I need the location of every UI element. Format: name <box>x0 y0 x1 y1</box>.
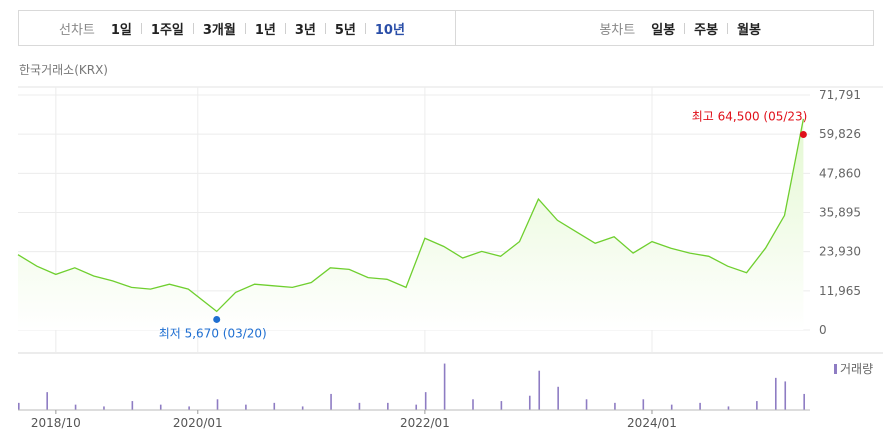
volume-bar <box>727 406 730 410</box>
volume-bar <box>387 402 389 410</box>
volume-bar <box>74 404 77 410</box>
tab-separator <box>324 22 326 34</box>
high-marker <box>799 131 807 138</box>
tab-separator <box>364 22 366 34</box>
y-tick-label: 59,826 <box>819 127 861 141</box>
volume-bar <box>103 406 105 410</box>
volume-bar <box>301 406 304 410</box>
y-tick-label: 35,895 <box>819 206 861 220</box>
volume-bar <box>528 395 531 410</box>
line-chart-tab-group: 선차트 1일 1주일 3개월 1년 3년 5년 10년 <box>59 11 407 45</box>
volume-bar <box>472 399 474 410</box>
volume-legend-label: 거래량 <box>840 362 873 376</box>
volume-bar <box>245 404 247 410</box>
volume-bar <box>424 392 427 410</box>
volume-bar <box>216 399 219 410</box>
tab-daily-candle[interactable]: 일봉 <box>651 22 676 38</box>
y-tick-label: 47,860 <box>819 166 861 180</box>
y-tick-label: 71,791 <box>819 88 861 102</box>
tab-3-months[interactable]: 3개월 <box>202 22 236 38</box>
volume-bar <box>131 401 134 410</box>
x-tick-label: 2024/01 <box>627 416 677 430</box>
volume-bar <box>500 401 503 410</box>
volume-bar <box>443 363 446 410</box>
tab-separator <box>684 22 686 34</box>
low-marker <box>213 315 221 323</box>
high-label: 최고 64,500 (05/23) <box>692 110 808 124</box>
volume-bar <box>756 401 758 410</box>
volume-bar <box>273 402 276 410</box>
volume-bar <box>614 402 616 410</box>
volume-bar <box>803 393 805 410</box>
volume-bar <box>774 377 777 410</box>
volume-bar <box>585 399 588 410</box>
tab-weekly-candle[interactable]: 주봉 <box>694 22 719 38</box>
tab-10-years[interactable]: 10년 <box>374 22 405 38</box>
date-axis: 2018/10 2020/01 2022/01 2024/01 <box>31 410 677 430</box>
line-chart-label: 선차트 <box>59 22 95 38</box>
x-tick-label: 2020/01 <box>173 416 223 430</box>
tab-1-year[interactable]: 1년 <box>254 22 276 38</box>
volume-legend: 거래량 <box>834 362 873 376</box>
tab-separator <box>140 22 142 34</box>
low-label: 최저 5,670 (03/20) <box>159 326 267 340</box>
volume-bar <box>784 381 787 410</box>
y-tick-label: 0 <box>819 323 827 337</box>
volume-bar <box>699 402 701 410</box>
tab-monthly-candle[interactable]: 월봉 <box>737 22 761 38</box>
volume-bars <box>18 363 810 411</box>
tab-separator <box>192 22 194 34</box>
volume-legend-swatch <box>834 364 837 374</box>
tab-1-week[interactable]: 1주일 <box>150 22 184 38</box>
volume-bar <box>642 399 645 410</box>
tab-separator <box>244 22 246 34</box>
data-source-label: 한국거래소(KRX) <box>19 63 108 77</box>
price-extremes: 최고 64,500 (05/23) 최저 5,670 (03/20) <box>159 110 808 341</box>
tab-3-years[interactable]: 3년 <box>294 22 316 38</box>
volume-bar <box>557 386 559 410</box>
x-tick-label: 2022/01 <box>400 416 450 430</box>
x-tick-label: 2018/10 <box>31 416 81 430</box>
volume-bar <box>46 392 48 410</box>
volume-bar <box>670 404 673 410</box>
tab-5-years[interactable]: 5년 <box>334 22 356 38</box>
chart-tab-bar: 선차트 1일 1주일 3개월 1년 3년 5년 10년 봉차트 일봉 주봉 월봉 <box>18 10 874 46</box>
tab-group-divider <box>455 11 456 45</box>
volume-bar <box>415 404 418 410</box>
price-axis: 71,791 59,826 47,860 35,895 23,930 11,965 0 <box>819 88 861 337</box>
price-area-fill <box>18 118 804 331</box>
volume-bar <box>159 404 162 410</box>
tab-1-day[interactable]: 1일 <box>110 22 132 38</box>
y-tick-label: 11,965 <box>819 284 861 298</box>
volume-bar <box>188 406 190 410</box>
volume-bar <box>330 393 332 410</box>
tab-separator <box>284 22 286 34</box>
volume-bar <box>18 402 20 410</box>
y-tick-label: 23,930 <box>819 245 861 259</box>
candle-chart-tab-group: 봉차트 일봉 주봉 월봉 <box>599 11 763 45</box>
volume-bar <box>358 402 361 410</box>
candle-chart-label: 봉차트 <box>599 22 636 38</box>
price-line <box>17 118 805 313</box>
volume-bar <box>538 370 541 410</box>
tab-separator <box>727 22 729 34</box>
